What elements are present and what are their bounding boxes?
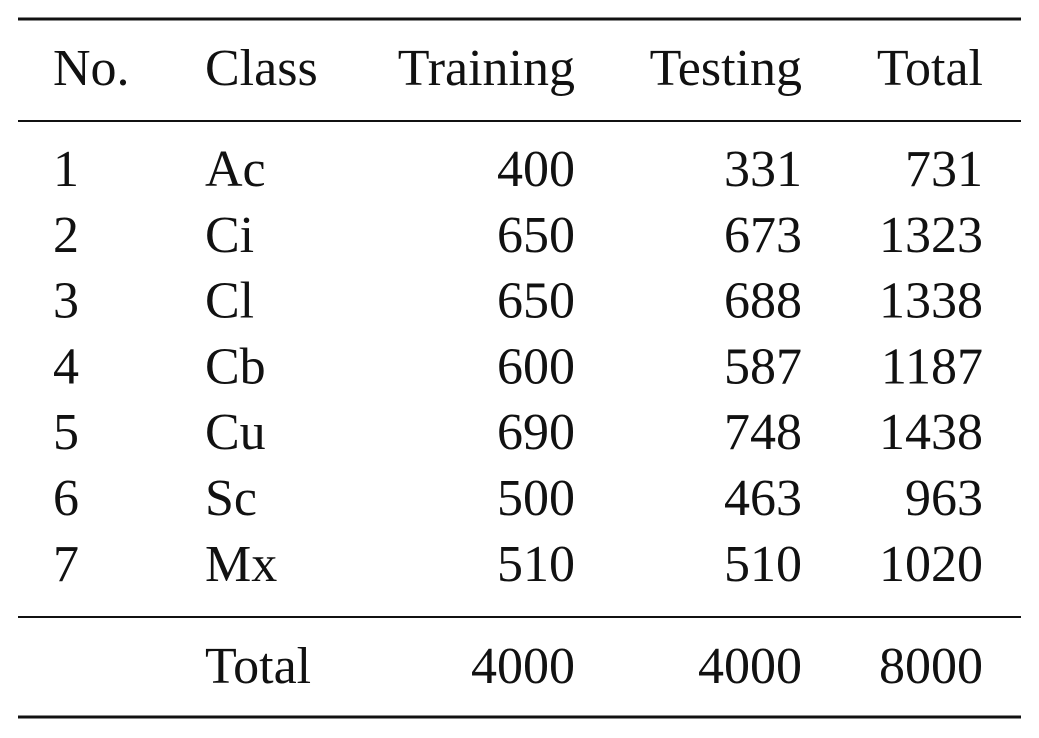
header-cell: Training xyxy=(398,40,575,97)
cell: 1438 xyxy=(879,404,983,461)
cell: Cb xyxy=(205,338,266,395)
cell: 748 xyxy=(724,404,802,461)
cell: 400 xyxy=(497,141,575,198)
cell: 510 xyxy=(724,536,802,593)
cell: 650 xyxy=(497,273,575,330)
cell: 7 xyxy=(53,536,79,593)
header-cell: No. xyxy=(53,40,130,97)
cell: 650 xyxy=(497,207,575,264)
cell: 1020 xyxy=(879,536,983,593)
cell: Ci xyxy=(205,207,254,264)
header-cell: Testing xyxy=(650,40,802,97)
cell: 587 xyxy=(724,338,802,395)
cell: Mx xyxy=(205,536,277,593)
cell: Ac xyxy=(205,141,266,198)
footer-cell: 4000 xyxy=(698,638,802,695)
cell: 500 xyxy=(497,470,575,527)
cell: 600 xyxy=(497,338,575,395)
cell: 688 xyxy=(724,273,802,330)
footer-cell: 8000 xyxy=(879,638,983,695)
cell: Cl xyxy=(205,273,254,330)
cell: 3 xyxy=(53,273,79,330)
cell: 963 xyxy=(905,470,983,527)
header-cell: Class xyxy=(205,40,318,97)
footer-label: Total xyxy=(205,638,311,695)
cell: Cu xyxy=(205,404,266,461)
cell: 4 xyxy=(53,338,79,395)
cell: 1187 xyxy=(881,338,983,395)
cell: Sc xyxy=(205,470,257,527)
cell: 1338 xyxy=(879,273,983,330)
footer-cell: 4000 xyxy=(471,638,575,695)
cell: 673 xyxy=(724,207,802,264)
cell: 731 xyxy=(905,141,983,198)
cell: 6 xyxy=(53,470,79,527)
cell: 331 xyxy=(724,141,802,198)
cell: 2 xyxy=(53,207,79,264)
cell: 690 xyxy=(497,404,575,461)
cell: 5 xyxy=(53,404,79,461)
cell: 463 xyxy=(724,470,802,527)
cell: 1323 xyxy=(879,207,983,264)
header-cell: Total xyxy=(877,40,983,97)
cell: 1 xyxy=(53,141,79,198)
cell: 510 xyxy=(497,536,575,593)
